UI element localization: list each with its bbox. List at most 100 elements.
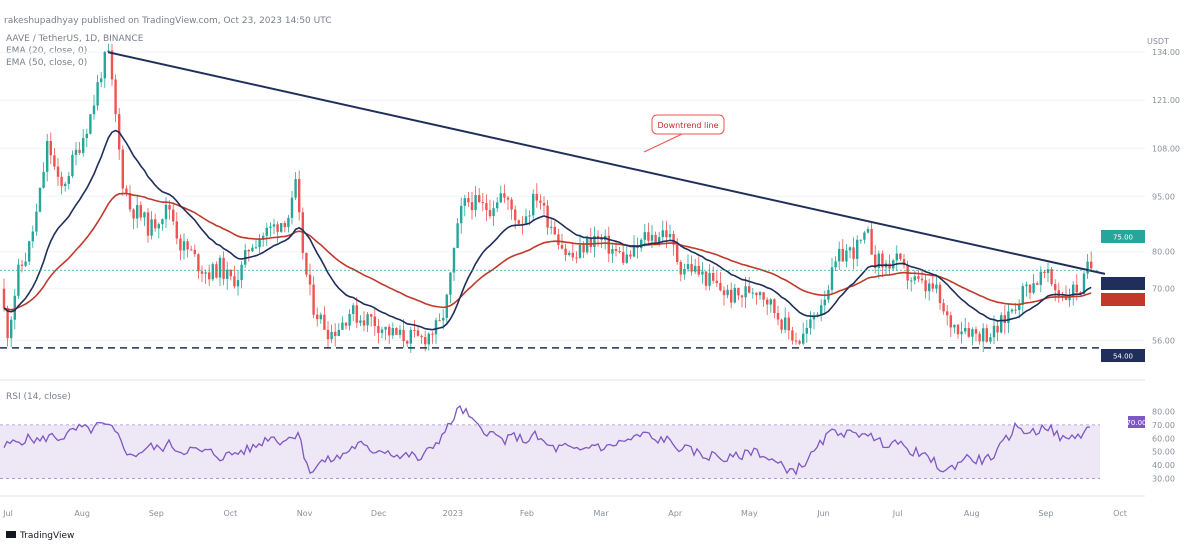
candle-body — [136, 205, 139, 219]
tradingview-brand: TradingView — [19, 531, 74, 541]
candle-body — [1010, 309, 1014, 312]
ema-long-tag — [1101, 293, 1145, 306]
price-axis: USDT 56.00 70.00 80.00 95.00 108.00 121.00 134.… — [1147, 37, 1180, 345]
candle-body — [215, 264, 218, 278]
candle-body — [766, 299, 769, 305]
candle-body — [744, 286, 747, 298]
candle-body — [679, 262, 682, 275]
candle-body — [762, 292, 765, 300]
candle-body — [776, 312, 780, 320]
candle-body — [985, 328, 988, 342]
candle-body — [168, 204, 171, 210]
candle-body — [308, 274, 312, 285]
candle-body — [179, 238, 182, 251]
candle-body — [964, 327, 967, 332]
candle-body — [848, 247, 852, 251]
candle-body — [1028, 284, 1032, 293]
candle-body — [362, 320, 366, 326]
candle-body — [316, 314, 319, 320]
callout-pointer — [643, 133, 683, 153]
support-price-tag-text: 54.00 — [1113, 353, 1133, 361]
candle-body — [1007, 311, 1010, 324]
price-tick-label: 70.00 — [1152, 285, 1175, 294]
candle-body — [1072, 284, 1075, 298]
candle-body — [1046, 269, 1050, 273]
candle-body — [200, 271, 204, 274]
time-tick-label: Nov — [297, 509, 313, 518]
candle-body — [1014, 309, 1017, 311]
candle-body — [553, 226, 556, 235]
candle-body — [247, 250, 250, 252]
candle-body — [683, 269, 686, 275]
candle-body — [449, 272, 452, 295]
candle-body — [28, 241, 31, 262]
time-tick-label: Sep — [1038, 509, 1053, 518]
candle-body — [10, 319, 13, 339]
candle-body — [352, 305, 355, 315]
candle-body — [575, 257, 578, 259]
candle-body — [6, 308, 9, 339]
candle-body — [323, 314, 326, 330]
candle-body — [978, 333, 981, 342]
candle-body — [488, 210, 492, 217]
candle-body — [456, 223, 459, 248]
candle-body — [560, 244, 564, 249]
support-price-tag — [1101, 349, 1145, 362]
candle-body — [326, 329, 330, 340]
candle-body — [96, 82, 99, 106]
rsi-value-tag-text: 70.00 — [1126, 419, 1146, 427]
candle-body — [143, 212, 146, 218]
candle-body — [686, 264, 690, 270]
candle-body — [910, 280, 913, 282]
time-tick-label: Aug — [964, 509, 980, 518]
rsi-tick-label: 40.00 — [1152, 461, 1175, 470]
candle-body — [820, 305, 823, 315]
candle-body — [690, 264, 693, 272]
candle-body — [305, 252, 308, 275]
candle-body — [665, 230, 668, 238]
candle-body — [895, 253, 898, 261]
rsi-line — [3, 404, 1091, 476]
ema-short-legend: EMA (20, close, 0) — [6, 46, 87, 56]
candle-body — [348, 314, 351, 326]
candle-body — [442, 317, 445, 321]
candle-body — [380, 329, 384, 333]
time-tick-label: Aug — [74, 509, 90, 518]
candle-body — [290, 197, 294, 218]
candle-body — [874, 254, 877, 268]
candle-body — [726, 289, 729, 296]
candle-body — [121, 149, 124, 189]
candle-body — [1082, 273, 1086, 295]
candle-body — [377, 326, 380, 333]
candle-body — [517, 220, 520, 224]
candle-body — [157, 224, 160, 229]
candle-body — [114, 79, 117, 115]
tradingview-logo-icon — [6, 531, 16, 538]
candle-body — [1021, 286, 1024, 305]
current-price-tag-text: 75.00 — [1113, 234, 1133, 242]
candle-body — [755, 292, 758, 296]
candle-body — [395, 328, 398, 335]
time-tick-label: Jul — [892, 509, 903, 518]
candle-body — [614, 248, 618, 251]
candle-body — [942, 303, 945, 312]
candle-body — [485, 203, 488, 211]
ema-long-line — [3, 192, 1092, 311]
price-tick-label: 56.00 — [1152, 336, 1175, 345]
candle-body — [280, 223, 283, 232]
candle-body — [42, 171, 45, 188]
candle-body — [384, 326, 387, 330]
candle-body — [391, 328, 394, 336]
candle-body — [622, 252, 625, 263]
candle-body — [474, 195, 477, 211]
candle-body — [1086, 261, 1089, 274]
candle-body — [1018, 304, 1021, 311]
candle-body — [211, 264, 214, 280]
candle-body — [53, 155, 56, 167]
candle-body — [881, 253, 884, 268]
time-tick-label: Mar — [594, 509, 610, 518]
candle-body — [416, 330, 420, 336]
price-axis-unit: USDT — [1147, 37, 1169, 46]
candle-body — [949, 315, 952, 328]
rsi-tick-label: 30.00 — [1152, 475, 1175, 484]
